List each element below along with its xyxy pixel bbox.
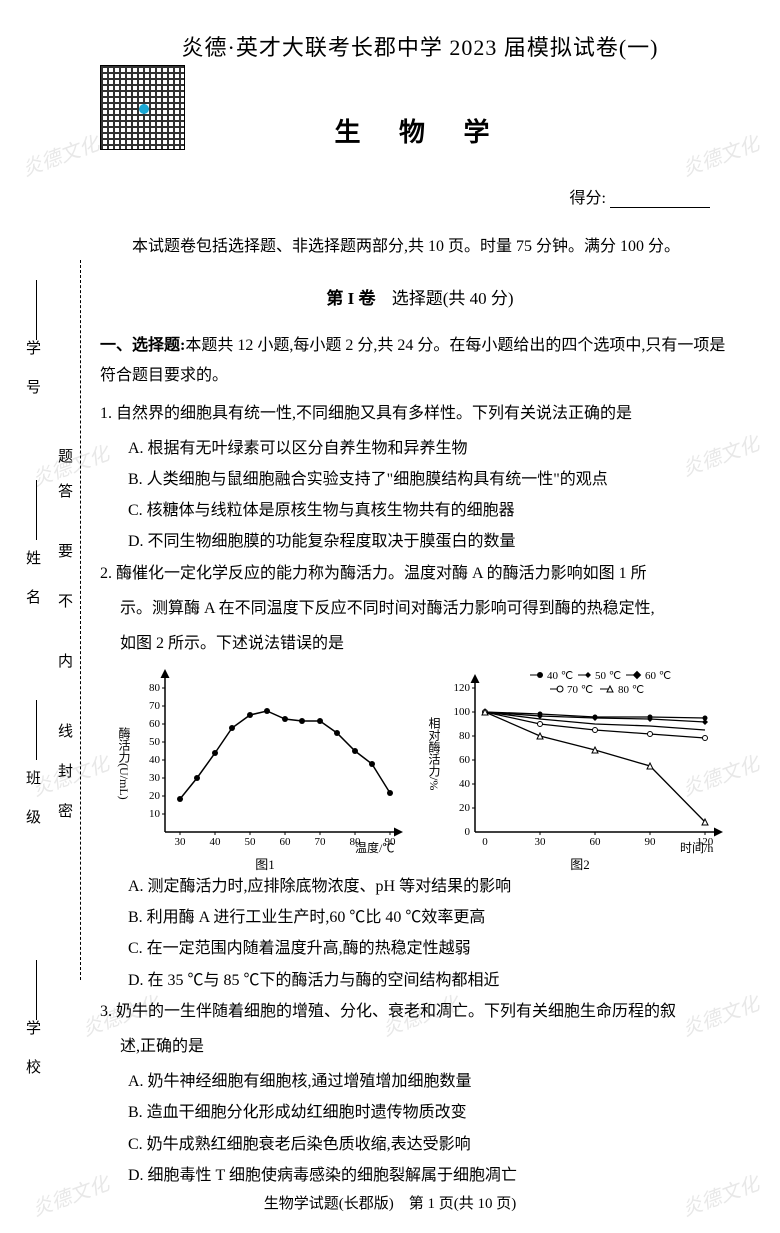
- svg-text:60: 60: [459, 754, 471, 766]
- qrcode-center-dot: [139, 104, 149, 114]
- q1-stem: 1. 自然界的细胞具有统一性,不同细胞又具有多样性。下列有关说法正确的是: [100, 398, 740, 429]
- chart-2-svg: 0 20 40 60 80 100 120 0 30 60 90 120: [430, 667, 730, 852]
- svg-text:60: 60: [149, 718, 161, 730]
- seal-char: 要: [58, 540, 73, 561]
- binding-underline: [36, 280, 37, 340]
- q3-option-b: B. 造血干细胞分化形成幼红细胞时遗传物质改变: [100, 1097, 740, 1128]
- svg-text:100: 100: [454, 706, 471, 718]
- q2-option-d: D. 在 35 ℃与 85 ℃下的酶活力与酶的空间结构都相近: [100, 965, 740, 996]
- score-underline: [610, 207, 710, 208]
- q2-stem-l3: 如图 2 所示。下述说法错误的是: [100, 628, 740, 659]
- svg-text:30: 30: [175, 836, 187, 848]
- seal-char: 内: [58, 650, 73, 671]
- section-1-title: 第 I 卷 选择题(共 40 分): [100, 284, 740, 309]
- subject-title: 生 物 学: [100, 112, 740, 149]
- section-subtitle: 选择题(共 40 分): [392, 289, 514, 308]
- chart2-xlabel: 时间/h: [680, 839, 713, 856]
- q1-option-a: A. 根据有无叶绿素可以区分自养生物和异养生物: [100, 433, 740, 464]
- binding-school-label: 学 校: [22, 1020, 43, 1084]
- svg-text:30: 30: [149, 772, 161, 784]
- seal-dotted-line: [80, 260, 81, 980]
- svg-text:10: 10: [149, 808, 161, 820]
- q3-option-a: A. 奶牛神经细胞有细胞核,通过增殖增加细胞数量: [100, 1066, 740, 1097]
- q2-stem-l1: 2. 酶催化一定化学反应的能力称为酶活力。温度对酶 A 的酶活力影响如图 1 所: [100, 558, 740, 589]
- svg-text:70: 70: [315, 836, 327, 848]
- svg-text:50: 50: [245, 836, 257, 848]
- svg-text:50: 50: [149, 736, 161, 748]
- page-footer: 生物学试题(长郡版) 第 1 页(共 10 页): [0, 1192, 780, 1213]
- chart1-ylabel: 酶活力(U/mL): [116, 727, 133, 800]
- part1-header-rest: 本题共 12 小题,每小题 2 分,共 24 分。在每小题给出的四个选项中,只有…: [100, 337, 725, 384]
- svg-text:40: 40: [210, 836, 222, 848]
- charts-row: 10 20 30 40 50 60 70 80 30 40 50 60 70 8…: [110, 667, 740, 867]
- svg-text:60: 60: [590, 836, 602, 848]
- q3-option-d: D. 细胞毒性 T 细胞使病毒感染的细胞裂解属于细胞凋亡: [100, 1160, 740, 1191]
- score-label: 得分:: [570, 190, 606, 207]
- svg-text:40: 40: [149, 754, 161, 766]
- svg-text:40 ℃: 40 ℃: [547, 670, 573, 682]
- svg-text:0: 0: [465, 826, 471, 838]
- svg-text:30: 30: [535, 836, 547, 848]
- q1-option-c: C. 核糖体与线粒体是原核生物与真核生物共有的细胞器: [100, 495, 740, 526]
- binding-underline: [36, 480, 37, 540]
- seal-char: 密: [58, 800, 73, 821]
- binding-name-label: 姓 名: [22, 550, 43, 614]
- svg-text:20: 20: [459, 802, 471, 814]
- q2-stem-l2: 示。测算酶 A 在不同温度下反应不同时间对酶活力影响可得到酶的热稳定性,: [100, 593, 740, 624]
- exam-intro: 本试题卷包括选择题、非选择题两部分,共 10 页。时量 75 分钟。满分 100…: [100, 233, 740, 262]
- svg-text:80: 80: [459, 730, 471, 742]
- exam-main-title: 炎德·英才大联考长郡中学 2023 届模拟试卷(一): [100, 30, 740, 62]
- chart1-caption: 图1: [120, 854, 410, 873]
- part1-header-bold: 一、选择题:: [100, 337, 185, 354]
- seal-char: 答: [58, 480, 73, 501]
- chart2-ylabel: 相对酶活力/%: [426, 717, 443, 790]
- section-number: 第 I 卷: [326, 289, 375, 308]
- svg-text:0: 0: [482, 836, 488, 848]
- chart-1: 10 20 30 40 50 60 70 80 30 40 50 60 70 8…: [120, 667, 410, 867]
- chart1-xlabel: 温度/℃: [355, 839, 394, 856]
- q2-option-a: A. 测定酶活力时,应排除底物浓度、pH 等对结果的影响: [100, 871, 740, 902]
- q1-option-d: D. 不同生物细胞膜的功能复杂程度取决于膜蛋白的数量: [100, 526, 740, 557]
- svg-text:80: 80: [149, 682, 161, 694]
- seal-char: 线: [58, 720, 73, 741]
- score-line: 得分:: [100, 184, 740, 208]
- svg-text:50 ℃: 50 ℃: [595, 670, 621, 682]
- binding-underline: [36, 960, 37, 1020]
- svg-text:80 ℃: 80 ℃: [618, 684, 644, 696]
- svg-text:70 ℃: 70 ℃: [567, 684, 593, 696]
- svg-text:20: 20: [149, 790, 161, 802]
- q2-option-b: B. 利用酶 A 进行工业生产时,60 ℃比 40 ℃效率更高: [100, 902, 740, 933]
- chart-1-svg: 10 20 30 40 50 60 70 80 30 40 50 60 70 8…: [120, 667, 410, 852]
- binding-underline: [36, 700, 37, 760]
- svg-text:40: 40: [459, 778, 471, 790]
- svg-text:90: 90: [645, 836, 657, 848]
- chart-2: 0 20 40 60 80 100 120 0 30 60 90 120: [430, 667, 730, 867]
- binding-number-label: 学 号: [22, 340, 43, 404]
- watermark: 炎德文化: [17, 127, 102, 182]
- q1-option-b: B. 人类细胞与鼠细胞融合实验支持了"细胞膜结构具有统一性"的观点: [100, 464, 740, 495]
- binding-class-label: 班 级: [22, 770, 43, 834]
- chart2-caption: 图2: [430, 854, 730, 873]
- part1-header: 一、选择题:本题共 12 小题,每小题 2 分,共 24 分。在每小题给出的四个…: [100, 331, 740, 392]
- q3-stem-l2: 述,正确的是: [100, 1031, 740, 1062]
- svg-text:70: 70: [149, 700, 161, 712]
- qrcode: [100, 65, 185, 150]
- seal-char: 封: [58, 760, 73, 781]
- svg-text:120: 120: [454, 682, 471, 694]
- q3-stem-l1: 3. 奶牛的一生伴随着细胞的增殖、分化、衰老和凋亡。下列有关细胞生命历程的叙: [100, 996, 740, 1027]
- seal-char: 不: [58, 590, 73, 611]
- svg-text:60 ℃: 60 ℃: [645, 670, 671, 682]
- exam-content: 炎德·英才大联考长郡中学 2023 届模拟试卷(一) 生 物 学 得分: 本试题…: [100, 30, 740, 1191]
- seal-char: 题: [58, 445, 73, 466]
- q3-option-c: C. 奶牛成熟红细胞衰老后染色质收缩,表达受影响: [100, 1129, 740, 1160]
- q2-option-c: C. 在一定范围内随着温度升高,酶的热稳定性越弱: [100, 933, 740, 964]
- svg-text:60: 60: [280, 836, 292, 848]
